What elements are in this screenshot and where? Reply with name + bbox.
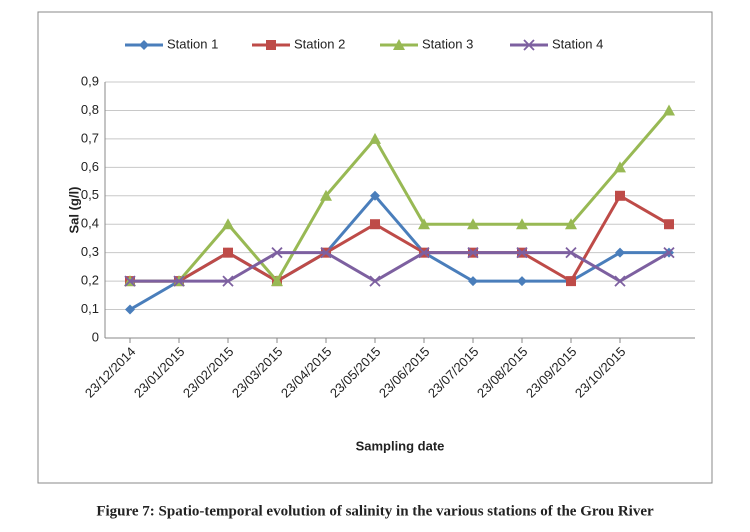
marker: [139, 40, 149, 50]
x-tick-label: 23/03/2015: [229, 344, 286, 401]
y-tick-label: 0,8: [81, 102, 99, 117]
x-tick-label: 23/12/2014: [82, 344, 139, 401]
marker: [369, 132, 381, 144]
x-axis-label: Sampling date: [356, 438, 445, 453]
x-tick-label: 23/04/2015: [278, 344, 335, 401]
marker: [614, 161, 626, 173]
marker: [467, 218, 479, 230]
y-axis-label: Sal (g/l): [66, 187, 81, 234]
x-tick-label: 23/02/2015: [180, 344, 237, 401]
series-line: [130, 193, 670, 284]
y-tick-label: 0,7: [81, 130, 99, 145]
marker: [266, 40, 276, 50]
marker: [271, 275, 283, 287]
legend-label: Station 2: [294, 36, 345, 51]
x-tick-label: 23/01/2015: [131, 344, 188, 401]
x-tick-label: 23/06/2015: [376, 344, 433, 401]
y-tick-label: 0,1: [81, 301, 99, 316]
y-tick-label: 0: [92, 329, 99, 344]
marker: [566, 276, 576, 287]
x-tick-label: 23/07/2015: [425, 344, 482, 401]
caption: Figure 7: Spatio-temporal evolution of s…: [96, 503, 654, 519]
marker: [467, 247, 479, 259]
marker: [271, 247, 283, 259]
marker: [370, 190, 380, 201]
marker: [517, 276, 527, 287]
x-tick-label: 23/08/2015: [474, 344, 531, 401]
marker: [614, 275, 626, 287]
legend-label: Station 1: [167, 36, 218, 51]
y-tick-label: 0,9: [81, 73, 99, 88]
marker: [523, 39, 535, 51]
marker: [173, 275, 185, 287]
x-tick-label: 23/09/2015: [523, 344, 580, 401]
y-tick-label: 0,3: [81, 244, 99, 259]
y-tick-label: 0,5: [81, 187, 99, 202]
marker: [418, 247, 430, 259]
marker: [393, 39, 405, 50]
y-tick-label: 0,4: [81, 216, 99, 231]
marker: [370, 219, 380, 230]
legend-label: Station 3: [422, 36, 473, 51]
marker: [223, 247, 233, 258]
marker: [565, 247, 577, 259]
marker: [663, 247, 675, 259]
series-line: [130, 251, 670, 283]
marker: [664, 219, 674, 230]
marker: [222, 218, 234, 230]
marker: [320, 247, 332, 259]
marker: [615, 247, 625, 258]
marker: [222, 275, 234, 287]
marker: [516, 218, 528, 230]
chart-border: [37, 11, 713, 484]
marker: [320, 189, 332, 201]
marker: [615, 190, 625, 201]
y-tick-label: 0,6: [81, 159, 99, 174]
marker: [663, 104, 675, 116]
marker: [468, 276, 478, 287]
x-tick-label: 23/05/2015: [327, 344, 384, 401]
x-tick-label: 23/10/2015: [572, 344, 629, 401]
marker: [124, 275, 136, 287]
marker: [418, 218, 430, 230]
marker: [565, 218, 577, 230]
series-line: [130, 109, 671, 284]
marker: [516, 247, 528, 259]
y-tick-label: 0,2: [81, 273, 99, 288]
legend-label: Station 4: [552, 36, 603, 51]
marker: [125, 304, 135, 315]
marker: [369, 275, 381, 287]
